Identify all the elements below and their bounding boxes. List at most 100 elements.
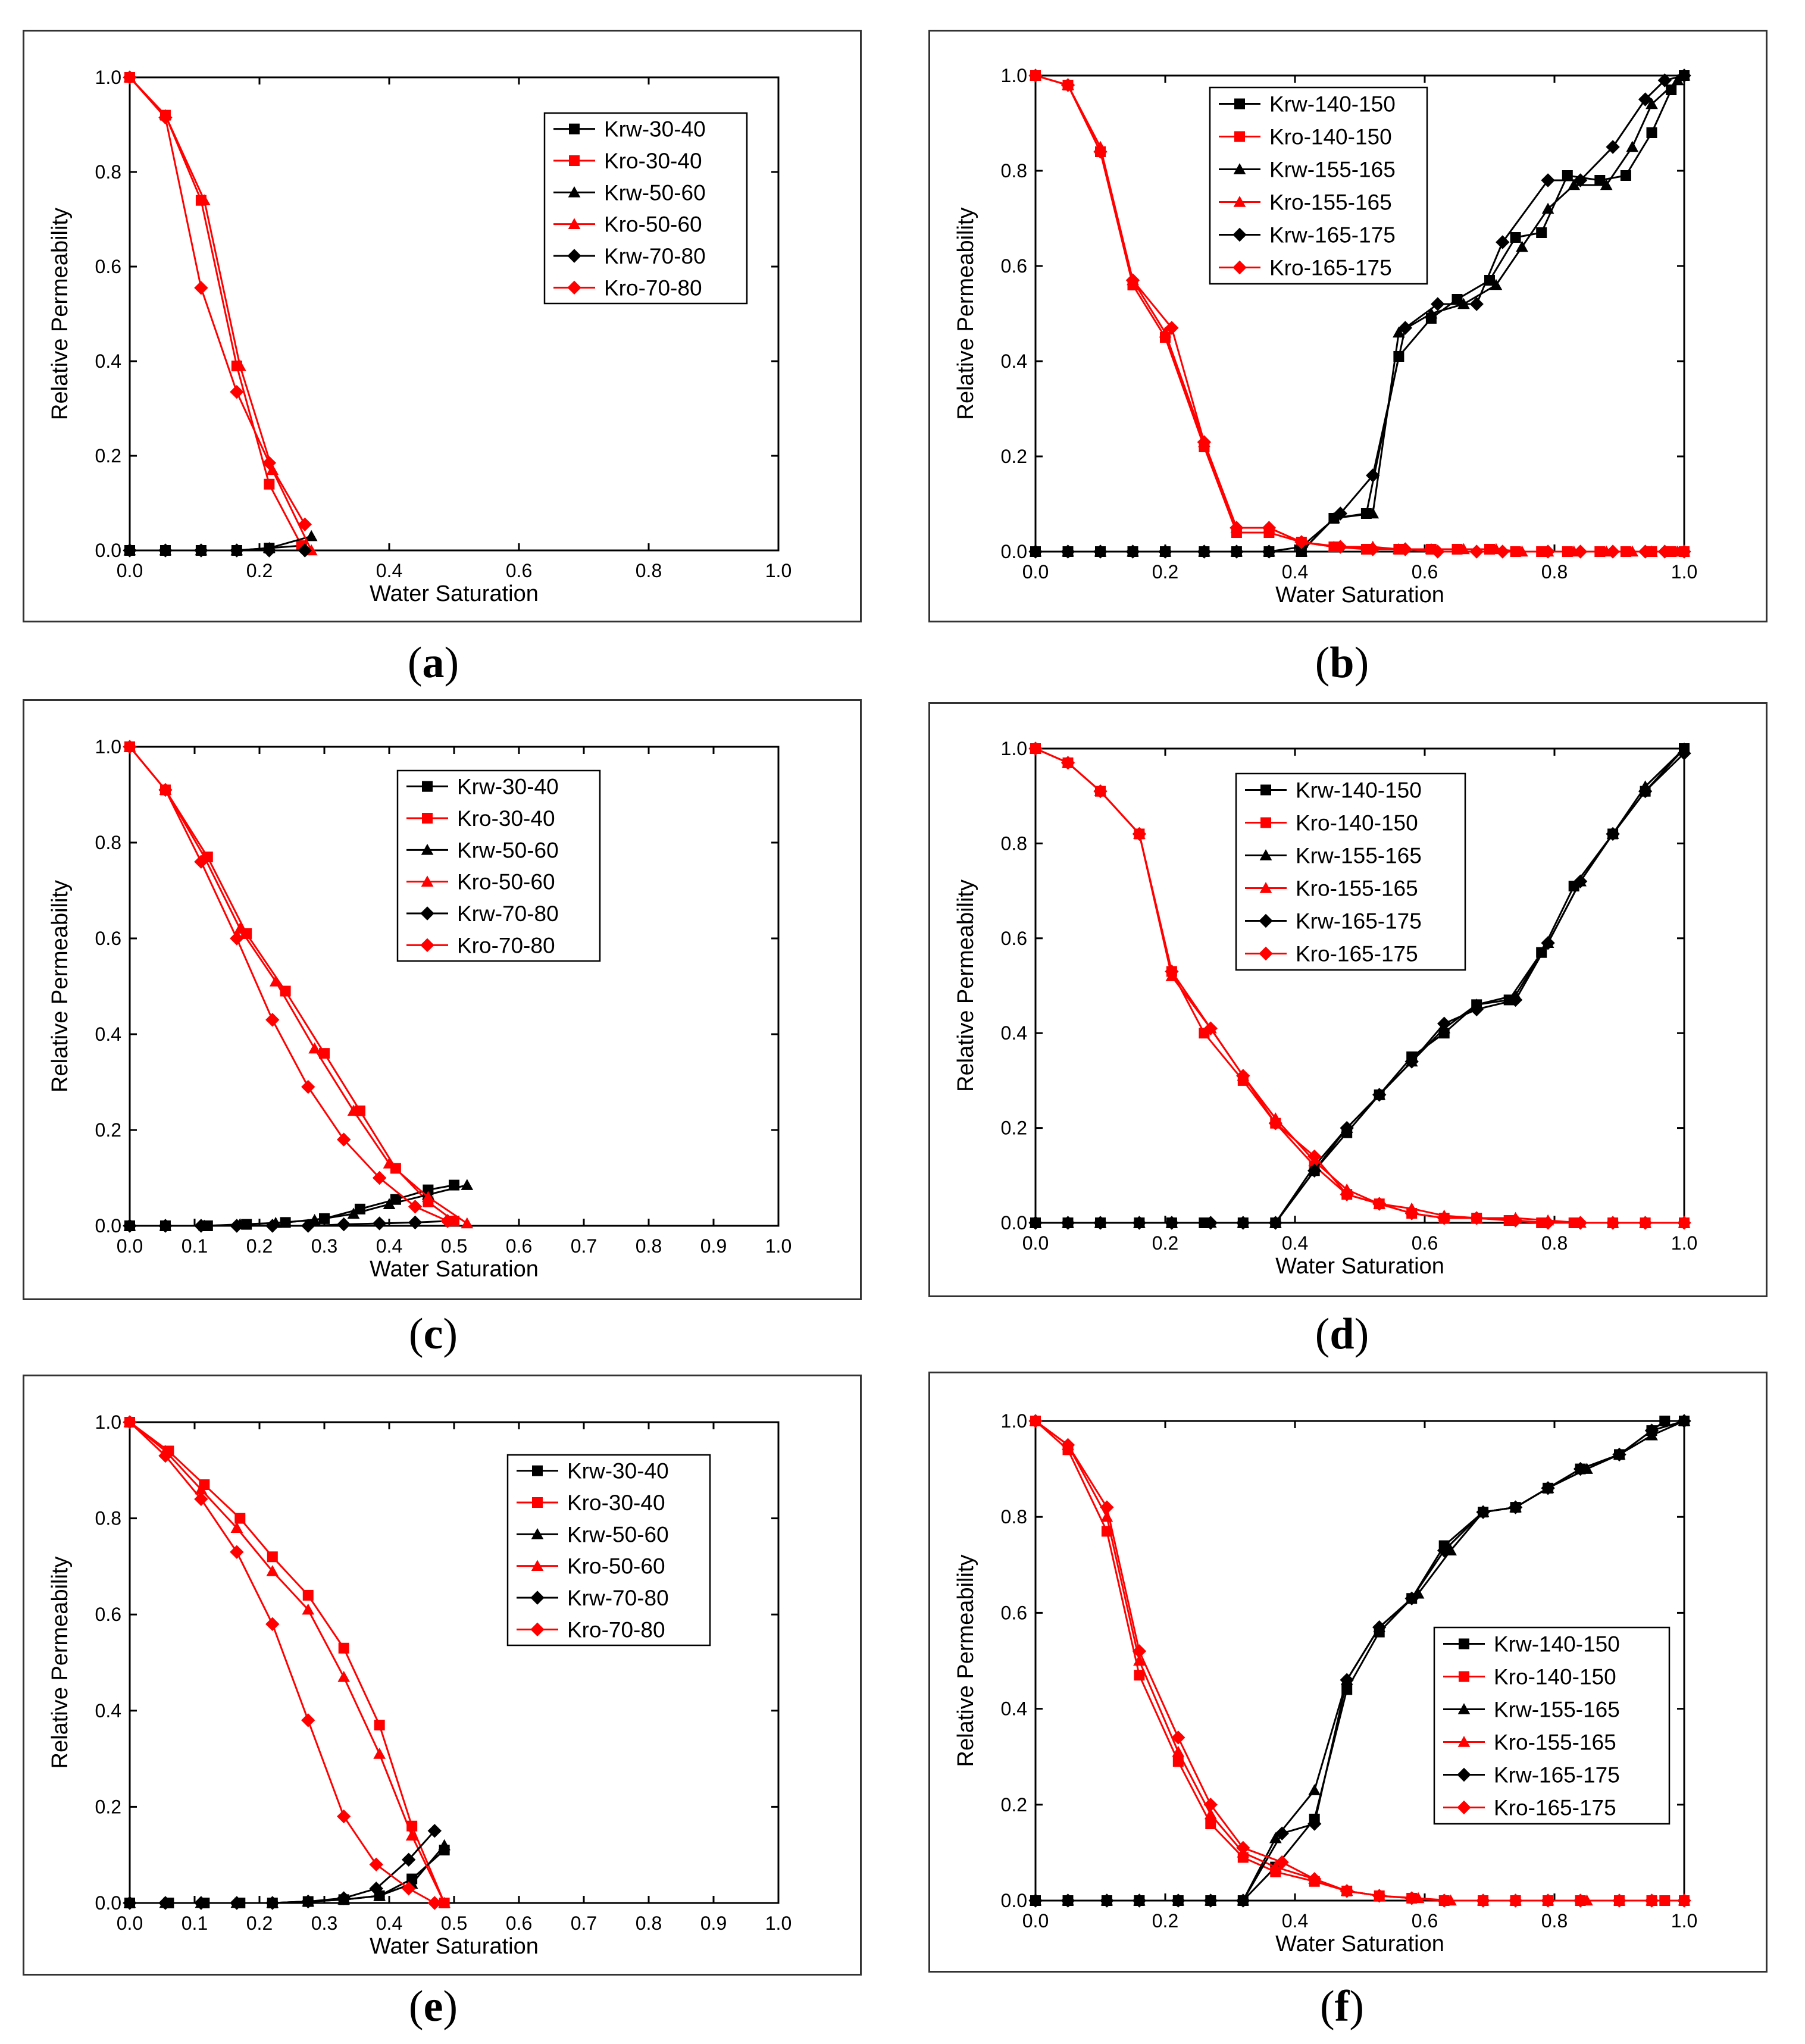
legend-label: Kro-165-175 xyxy=(1269,256,1392,280)
y-tick-label: 0.2 xyxy=(95,445,121,467)
data-point xyxy=(1594,175,1606,186)
legend: Krw-140-150 Kro-140-150 Krw-155-165 Kro-155… xyxy=(1209,86,1428,285)
data-point xyxy=(1677,68,1691,83)
data-point xyxy=(1516,240,1528,252)
panel-e-caption: (e) xyxy=(408,1982,458,2031)
data-point xyxy=(230,1219,244,1233)
y-tick-label: 0.2 xyxy=(1001,1118,1027,1139)
data-point xyxy=(440,1214,455,1228)
y-tick-label: 0.2 xyxy=(95,1796,121,1817)
data-point xyxy=(1404,1206,1419,1220)
data-point xyxy=(1666,84,1677,95)
data-point xyxy=(1171,1893,1185,1908)
x-axis-label: Water Saturation xyxy=(370,581,539,606)
x-tick-label: 0.0 xyxy=(117,560,143,581)
data-point xyxy=(1404,1054,1419,1069)
y-tick-label: 0.6 xyxy=(95,256,121,277)
legend-label: Krw-30-40 xyxy=(457,775,559,799)
data-point xyxy=(1620,170,1631,181)
data-point xyxy=(1203,1021,1218,1035)
x-tick-label: 0.6 xyxy=(506,1235,532,1257)
data-point xyxy=(373,1748,386,1759)
x-tick-label: 0.8 xyxy=(636,560,662,581)
x-tick-label: 0.4 xyxy=(1282,1910,1308,1932)
legend: Krw-30-40 Kro-30-40 Krw-50-60 Kro-50-60 Krw-… xyxy=(543,112,748,305)
data-point xyxy=(1165,1216,1179,1230)
y-tick-label: 0.8 xyxy=(95,832,121,853)
y-axis-label: Relative Permeability xyxy=(48,1557,73,1769)
data-point xyxy=(302,1603,315,1615)
data-point xyxy=(1307,1872,1322,1886)
x-tick-label: 0.9 xyxy=(700,1912,727,1934)
data-point xyxy=(301,1079,315,1094)
data-point xyxy=(158,1896,173,1910)
data-point xyxy=(461,1179,474,1190)
data-point xyxy=(1372,1197,1387,1211)
legend-label: Krw-70-80 xyxy=(567,1586,669,1610)
data-point xyxy=(1573,1893,1588,1908)
legend-swatch-marker xyxy=(1233,163,1246,174)
data-point xyxy=(408,1215,423,1230)
data-point xyxy=(347,1104,360,1116)
data-point xyxy=(1028,544,1043,559)
legend-swatch-marker xyxy=(532,1465,543,1476)
data-point xyxy=(1205,1818,1216,1830)
data-point xyxy=(1638,1216,1653,1230)
data-point xyxy=(230,1545,244,1559)
y-tick-label: 0.2 xyxy=(95,1119,121,1141)
data-point xyxy=(194,854,208,869)
legend: Krw-140-150 Kro-140-150 Krw-155-165 Kro-155… xyxy=(1433,1626,1671,1825)
legend-swatch-marker xyxy=(1260,784,1271,796)
data-point xyxy=(1657,544,1672,559)
data-point xyxy=(1262,544,1277,559)
x-tick-label: 0.7 xyxy=(571,1235,597,1257)
data-point xyxy=(1340,1120,1354,1135)
data-point xyxy=(1093,544,1108,559)
data-point xyxy=(1230,544,1244,559)
data-point xyxy=(1573,1216,1588,1230)
x-tick-label: 1.0 xyxy=(765,1912,792,1934)
plot-area xyxy=(129,76,780,552)
y-tick-label: 0.8 xyxy=(95,161,121,183)
legend-label: Krw-70-80 xyxy=(604,244,706,268)
data-point xyxy=(1469,1002,1484,1017)
data-point xyxy=(265,1013,280,1027)
data-point xyxy=(1172,1745,1185,1757)
y-tick-label: 0.4 xyxy=(95,350,121,372)
data-point xyxy=(338,1642,349,1654)
legend-label: Kro-165-175 xyxy=(1494,1796,1616,1820)
legend-box xyxy=(1209,86,1428,285)
data-point xyxy=(1541,544,1555,559)
x-tick-label: 0.7 xyxy=(571,1912,597,1934)
x-tick-label: 0.5 xyxy=(441,1235,467,1257)
legend-label: Kro-140-150 xyxy=(1494,1665,1616,1689)
data-point xyxy=(1600,179,1613,190)
x-tick-label: 0.5 xyxy=(441,1912,467,1934)
data-point xyxy=(1340,1187,1354,1201)
data-point xyxy=(1431,297,1445,311)
x-tick-label: 0.8 xyxy=(1541,561,1568,583)
legend-label: Kro-30-40 xyxy=(457,806,555,831)
x-tick-label: 0.8 xyxy=(636,1912,662,1934)
legend-label: Krw-30-40 xyxy=(604,117,706,142)
data-point xyxy=(1093,784,1108,799)
x-tick-label: 0.8 xyxy=(1541,1910,1568,1932)
legend-swatch-marker xyxy=(1457,1767,1471,1782)
legend-label: Kro-165-175 xyxy=(1296,942,1418,966)
data-point xyxy=(123,1219,137,1233)
data-point xyxy=(1469,544,1484,559)
data-point xyxy=(1268,1116,1282,1131)
x-tick-label: 0.2 xyxy=(1152,1232,1178,1254)
data-point xyxy=(1612,1447,1626,1462)
data-point xyxy=(1133,1654,1146,1666)
data-point xyxy=(1275,1826,1289,1840)
x-tick-label: 0.2 xyxy=(246,1912,273,1934)
data-point xyxy=(194,1896,208,1910)
data-point xyxy=(1028,741,1043,756)
data-point xyxy=(230,1522,243,1533)
legend-swatch-marker xyxy=(422,813,433,824)
legend-swatch-marker xyxy=(568,218,581,229)
